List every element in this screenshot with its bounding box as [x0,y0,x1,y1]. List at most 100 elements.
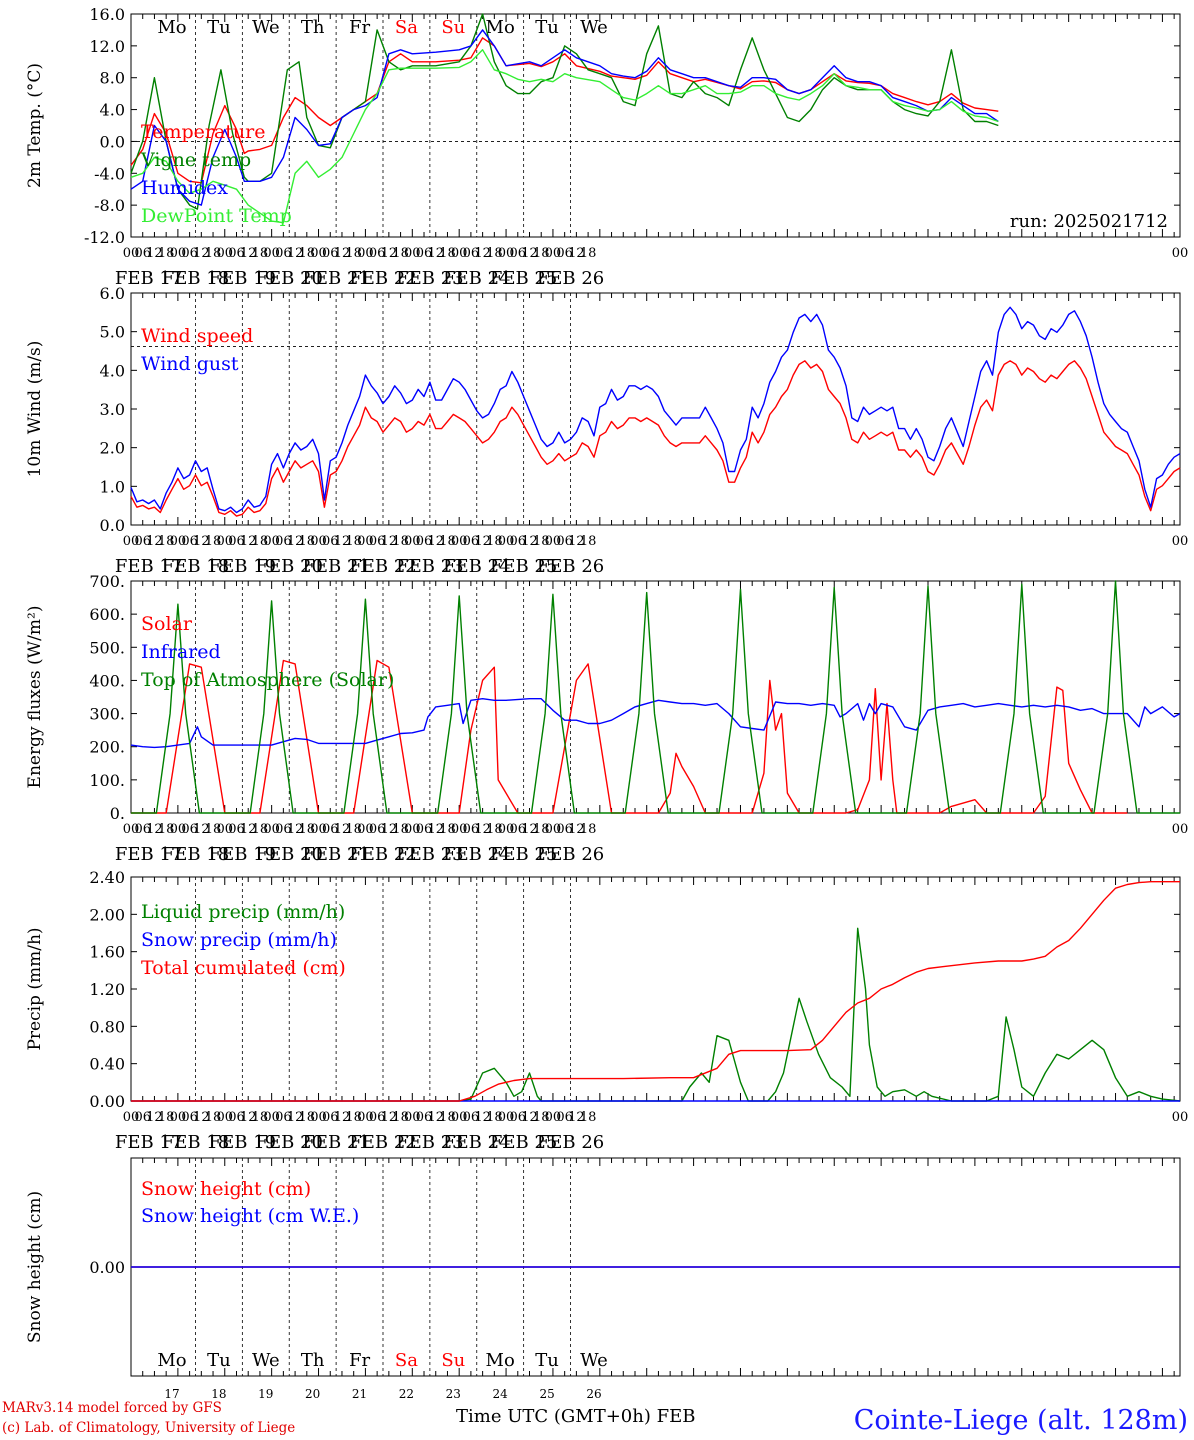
x-hour-label: 06 [416,822,433,837]
x-hour-label: 18 [486,246,503,261]
x-hour-label: 18 [345,822,362,837]
y-tick-label: 300. [89,705,125,724]
legend-entry: Snow precip (mm/h) [141,929,337,951]
x-hour-label: 00 [263,246,280,261]
x-hour-label: 06 [510,822,527,837]
x-hour-label: 18 [533,1110,550,1125]
x-hour-label: 00 [170,822,187,837]
x-hour-label: 00 [498,822,515,837]
x-hour-label: 06 [463,534,480,549]
date-label: FEB 24 [443,556,510,577]
x-hour-label: 06 [134,822,151,837]
copyright-credit: (c) Lab. of Climatology, University of L… [2,1420,296,1436]
x-hour-label: 06 [275,246,292,261]
date-label: FEB 17 [115,1132,182,1153]
legend-entry: Snow height (cm) [141,1178,311,1200]
x-hour-label: 00 [263,534,280,549]
x-hour-label: 18 [345,1110,362,1125]
x-hour-label: 12 [568,534,585,549]
y-tick-label: 1.20 [89,980,125,999]
x-hour-label: 18 [299,822,316,837]
series-line [130,29,999,206]
day-number-label: 17 [164,1387,179,1400]
x-hour-label: 18 [205,246,222,261]
x-hour-label: 18 [392,246,409,261]
x-hour-label: 12 [427,1110,444,1125]
y-tick-label: 6.0 [100,284,125,303]
x-hour-label: 12 [521,534,538,549]
date-label: FEB 23 [396,844,463,865]
date-label: FEB 18 [162,556,229,577]
day-number-label: 26 [586,1387,601,1400]
x-hour-label: 06 [322,1110,339,1125]
y-tick-label: 0.00 [89,1092,125,1111]
x-hour-label: 18 [345,534,362,549]
legend-entry: Infrared [141,641,221,663]
date-label: FEB 19 [209,844,276,865]
x-hour-label: 00 [451,534,468,549]
y-tick-label: 500. [89,638,125,657]
x-hour-label: 18 [533,822,550,837]
x-hour-label: 06 [556,822,573,837]
x-hour-label: 18 [486,1110,503,1125]
x-hour-label: 18 [580,1110,597,1125]
day-number-label: 25 [539,1387,554,1400]
x-hour-label: 12 [427,246,444,261]
date-label: FEB 26 [537,1132,604,1153]
x-hour-label: 00 [404,246,421,261]
date-label: FEB 24 [443,268,510,289]
x-hour-label: 00 [310,1110,327,1125]
x-hour-label: 12 [287,822,304,837]
date-label: FEB 21 [302,1132,369,1153]
date-label: FEB 24 [443,844,510,865]
x-hour-label: 18 [392,822,409,837]
location-title: Cointe-Liege (alt. 128m) [853,1405,1188,1436]
x-hour-label: 18 [533,246,550,261]
x-hour-label: 18 [439,1110,456,1125]
y-tick-label: 5.0 [100,323,125,342]
weekday-label: We [252,1350,280,1371]
y-tick-label: 3.0 [100,400,125,419]
x-hour-label: 12 [381,246,398,261]
x-hour-label: 18 [486,534,503,549]
x-hour-label: 06 [369,822,386,837]
day-number-label: 24 [493,1387,509,1400]
date-label: FEB 20 [255,556,322,577]
series-line [131,580,1180,814]
weekday-label: Th [301,17,325,38]
y-tick-label: 16.0 [89,5,125,24]
date-label: FEB 21 [302,844,369,865]
x-hour-label: 00 [451,822,468,837]
x-hour-label: 06 [556,246,573,261]
weekday-label: Fr [349,17,370,38]
x-hour-label: 00 [1172,1110,1189,1125]
date-label: FEB 19 [209,268,276,289]
date-label: FEB 26 [537,844,604,865]
y-axis-label: Precip (mm/h) [25,927,45,1050]
date-label: FEB 23 [396,556,463,577]
x-hour-label: 12 [240,822,257,837]
weekday-label: Tu [535,17,559,38]
x-hour-label: 00 [1172,246,1189,261]
x-hour-label: 18 [205,1110,222,1125]
weekday-label: Su [441,1350,465,1371]
weekday-label: Mo [157,17,186,38]
x-hour-label: 00 [404,1110,421,1125]
x-hour-label: 06 [510,534,527,549]
legend-entry: Solar [141,613,193,635]
legend-entry: Wind speed [141,325,253,347]
legend-entry: Top of Atmosphere (Solar) [141,669,394,691]
y-tick-label: -12.0 [84,228,125,247]
x-hour-label: 06 [369,534,386,549]
x-hour-label: 12 [568,246,585,261]
y-tick-label: 0. [110,804,125,823]
meteogram-chart: -12.0 -8.0 -4.0 0.0 4.0 8.0 12.0 16.0 2m Temp. (… [25,5,1189,1400]
date-label: FEB 25 [490,268,557,289]
legend-entry: Total cumulated (cm) [141,957,346,979]
y-axis-label: Snow height (cm) [25,1191,45,1343]
legend-entry: Temperature [141,121,265,143]
x-hour-label: 00 [1172,822,1189,837]
x-hour-label: 12 [240,246,257,261]
x-hour-label: 06 [275,1110,292,1125]
series-line [130,698,1181,749]
